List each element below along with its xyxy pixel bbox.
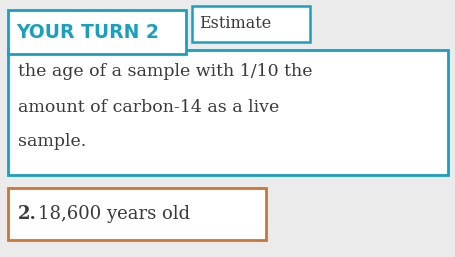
FancyBboxPatch shape <box>8 50 448 175</box>
FancyBboxPatch shape <box>8 188 266 240</box>
Text: amount of carbon-14 as a live: amount of carbon-14 as a live <box>18 98 279 115</box>
Text: the age of a sample with 1/10 the: the age of a sample with 1/10 the <box>18 63 313 80</box>
Text: 18,600 years old: 18,600 years old <box>38 205 190 223</box>
Text: YOUR TURN 2: YOUR TURN 2 <box>16 23 159 41</box>
FancyBboxPatch shape <box>192 6 310 42</box>
FancyBboxPatch shape <box>8 10 186 54</box>
Text: sample.: sample. <box>18 133 86 151</box>
Text: 2.: 2. <box>18 205 37 223</box>
Text: Estimate: Estimate <box>199 15 271 32</box>
